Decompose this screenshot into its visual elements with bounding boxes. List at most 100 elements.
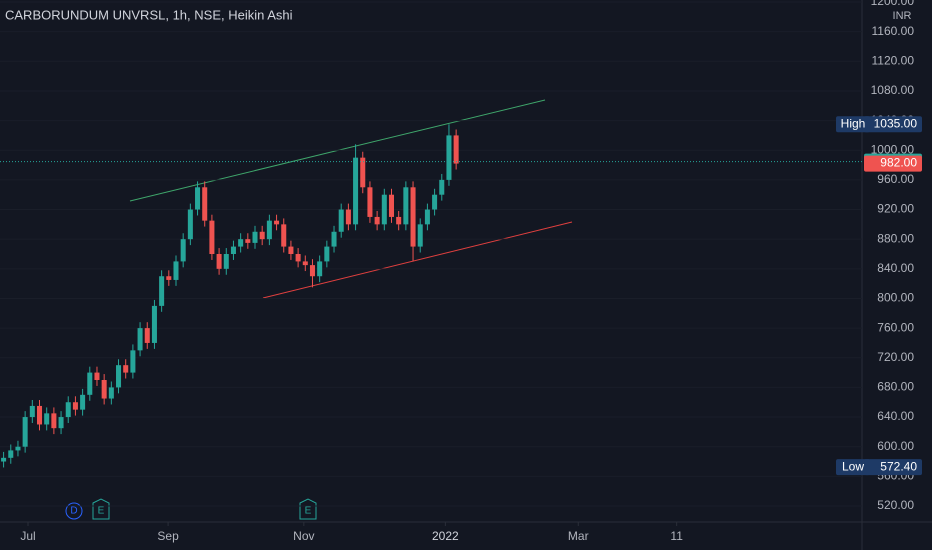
candle	[396, 211, 402, 231]
candle-body	[281, 224, 287, 247]
candle	[424, 203, 430, 231]
price-label: 1035.00	[874, 116, 918, 130]
candle-body	[367, 187, 373, 217]
candle	[216, 248, 222, 275]
candle-body	[410, 187, 416, 247]
candle-body	[424, 209, 430, 225]
candle-body	[151, 305, 157, 343]
candle	[410, 181, 416, 262]
y-tick-label: 1160.00	[872, 24, 915, 38]
x-tick-label: Sep	[157, 529, 179, 543]
candle-body	[8, 450, 14, 458]
candle-body	[187, 209, 193, 240]
candle	[151, 299, 157, 349]
trend-line-lower	[262, 221, 573, 299]
candle-body	[309, 265, 315, 277]
candle-body	[417, 224, 423, 247]
candle-body	[446, 135, 452, 180]
price-label-name-box	[836, 116, 870, 133]
event-d[interactable]: D	[65, 502, 83, 520]
candle	[29, 400, 35, 423]
event-label: E	[305, 506, 312, 517]
event-icon	[299, 498, 317, 520]
candle-body	[65, 402, 71, 418]
chart-title: CARBORUNDUM UNVRSL, 1h, NSE, Heikin Ashi	[5, 7, 293, 22]
candle	[331, 225, 337, 253]
event-icon	[65, 502, 83, 520]
candle-body	[58, 417, 64, 429]
candle-body	[345, 209, 351, 225]
candle	[324, 240, 330, 268]
candle	[22, 411, 28, 453]
event-label: E	[98, 506, 105, 517]
candle	[388, 188, 395, 223]
candle-body	[353, 157, 359, 225]
candle	[302, 255, 308, 272]
event-icon	[92, 498, 110, 520]
candle-body	[439, 179, 445, 195]
candle-body	[116, 365, 122, 388]
candle	[36, 400, 43, 431]
candle	[367, 181, 373, 223]
price-label-name-box	[836, 459, 870, 476]
candle	[101, 374, 107, 405]
candle-body	[44, 413, 50, 425]
candle	[345, 203, 351, 231]
candle-body	[180, 239, 186, 262]
candle	[202, 181, 208, 227]
candle-body	[230, 246, 236, 254]
candle	[360, 151, 366, 194]
candle	[453, 129, 459, 170]
y-tick-label: 680.00	[877, 380, 914, 394]
x-tick-label: Mar	[568, 529, 589, 543]
candle	[108, 381, 114, 405]
event-e[interactable]: E	[299, 498, 317, 520]
y-tick-label: 880.00	[877, 231, 914, 245]
candle	[72, 396, 78, 416]
candle-body	[453, 135, 459, 164]
candle	[439, 173, 445, 201]
candle-body	[223, 254, 229, 269]
y-tick-label: 1080.00	[871, 83, 915, 97]
candle-body	[108, 387, 114, 399]
candle	[238, 233, 244, 253]
candle	[137, 322, 143, 357]
price-label-box	[864, 155, 922, 172]
price-label-box	[864, 459, 922, 476]
candle	[432, 188, 438, 216]
candle	[295, 248, 301, 268]
candle	[144, 322, 150, 349]
candle	[180, 233, 186, 268]
candle-body	[216, 254, 222, 269]
x-tick-label: 2022	[432, 529, 459, 543]
candle-body	[374, 216, 380, 225]
candle-body	[238, 239, 244, 247]
x-tick-label: Nov	[293, 529, 314, 543]
candle	[446, 124, 452, 186]
candle	[195, 181, 201, 216]
candle	[15, 440, 21, 457]
candle	[94, 366, 100, 386]
candle-body	[317, 261, 323, 277]
candle	[123, 359, 129, 379]
y-tick-label: 800.00	[877, 291, 914, 305]
candle-body	[338, 209, 344, 232]
candle	[65, 396, 71, 423]
candle	[259, 225, 265, 246]
candle-body	[432, 194, 438, 210]
candle	[245, 233, 251, 249]
candle-body	[1, 457, 7, 462]
candle-body	[159, 276, 165, 306]
candle	[130, 344, 136, 379]
candle-body	[274, 220, 280, 225]
event-e[interactable]: E	[92, 498, 110, 520]
candle	[403, 181, 409, 231]
candle	[166, 270, 172, 286]
candle-body	[51, 413, 57, 429]
candle-body	[173, 261, 179, 280]
candle-body	[80, 394, 86, 410]
y-tick-label: 720.00	[877, 350, 914, 364]
candle-body	[403, 187, 409, 225]
y-tick-label: 1000.00	[871, 142, 915, 156]
